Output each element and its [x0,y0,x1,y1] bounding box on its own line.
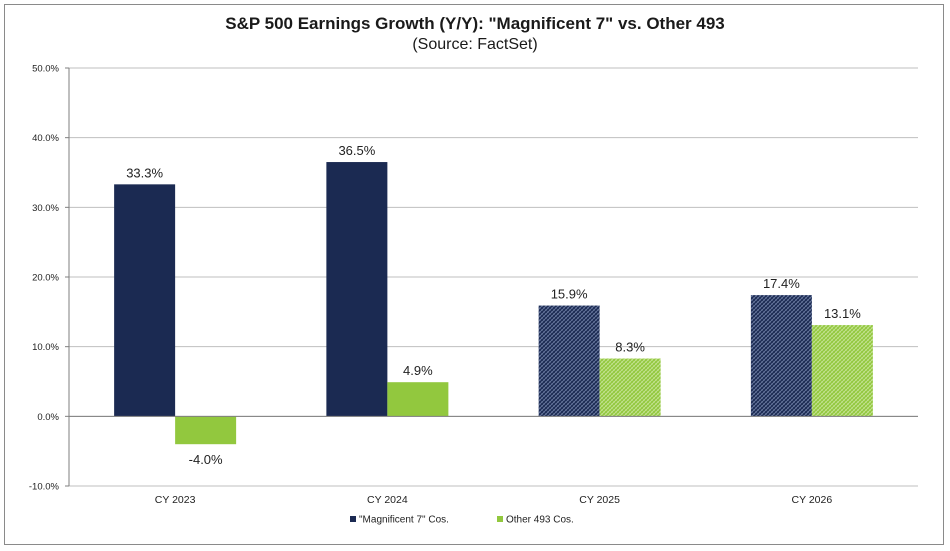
bar-other-493-cy-2024 [387,382,449,417]
chart-title: S&P 500 Earnings Growth (Y/Y): "Magnific… [225,14,725,33]
data-label: -4.0% [189,452,223,467]
legend-label-other-493: Other 493 Cos. [506,515,574,526]
y-tick-label: 30.0% [32,203,59,214]
data-label: 33.3% [126,165,163,180]
bar-magnificent-7-cy-2025 [538,305,600,417]
bar-other-493-cy-2023 [175,416,237,445]
data-label: 13.1% [824,306,861,321]
bar-magnificent-7-cy-2026 [750,295,812,417]
data-label: 36.5% [338,143,375,158]
legend-swatch-magnificent-7 [350,516,356,522]
bar-magnificent-7-cy-2024 [326,162,388,417]
x-tick-label: CY 2025 [579,494,620,506]
legend-label-magnificent-7: "Magnificent 7" Cos. [359,515,449,526]
y-tick-label: -10.0% [29,482,60,493]
data-label: 15.9% [551,287,588,302]
data-label: 4.9% [403,363,433,378]
data-label: 8.3% [615,340,645,355]
x-tick-label: CY 2026 [792,494,833,506]
y-tick-label: 40.0% [32,133,59,144]
x-tick-label: CY 2024 [367,494,408,506]
y-tick-label: 20.0% [32,273,59,284]
bar-other-493-cy-2025 [599,358,661,417]
y-tick-label: 0.0% [37,412,59,423]
bar-magnificent-7-cy-2023 [114,184,176,417]
y-tick-label: 50.0% [32,64,59,75]
x-tick-label: CY 2023 [155,494,196,506]
bar-other-493-cy-2026 [811,325,873,417]
legend-swatch-other-493 [497,516,503,522]
data-label: 17.4% [763,276,800,291]
y-tick-label: 10.0% [32,342,59,353]
chart-subtitle: (Source: FactSet) [412,36,538,53]
